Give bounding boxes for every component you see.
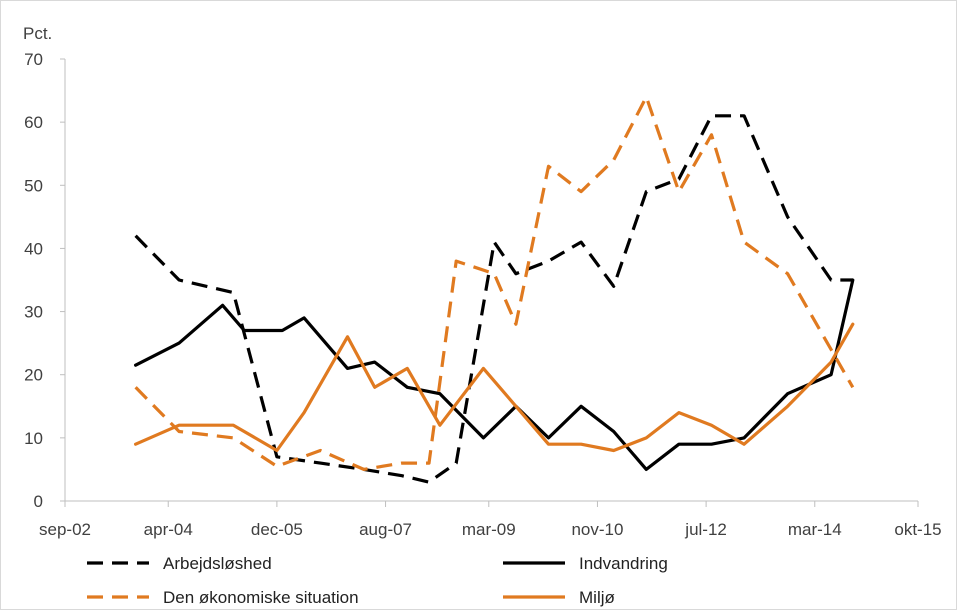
x-tick-label: mar-14 [788,520,842,539]
y-tick-label: 0 [34,492,43,511]
series-line-4 [134,322,855,453]
legend-label-2: Indvandring [579,554,668,573]
y-tick-label: 30 [24,303,43,322]
x-tick-label: apr-04 [144,520,193,539]
legend-label-1: Arbejdsløshed [163,554,272,573]
y-tick-label: 50 [24,176,43,195]
x-tick-label: mar-09 [462,520,516,539]
y-tick-label: 60 [24,113,43,132]
y-axis-title: Pct. [23,24,52,43]
x-tick-label: jul-12 [684,520,727,539]
series-line-1 [134,114,853,484]
y-tick-label: 10 [24,429,43,448]
x-tick-label: okt-15 [894,520,941,539]
x-tick-label: dec-05 [251,520,303,539]
series-line-3 [134,95,855,471]
y-tick-label: 20 [24,366,43,385]
axes: 0 10 20 30 40 50 60 70 Pct. sep-02 apr-04 dec-05 aug… [23,24,942,539]
series-line-2 [134,278,855,471]
x-tick-label: aug-07 [359,520,412,539]
legend: Arbejdsløshed Indvandring Den økonomiske s… [87,554,668,607]
x-tick-label: sep-02 [39,520,91,539]
y-tick-label: 40 [24,239,43,258]
series-layer [134,95,855,484]
x-tick-label: nov-10 [571,520,623,539]
y-tick-label: 70 [24,50,43,69]
legend-label-4: Miljø [579,588,615,607]
legend-label-3: Den økonomiske situation [163,588,359,607]
